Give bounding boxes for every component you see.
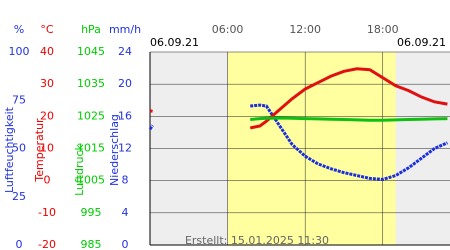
data-line [148,124,154,131]
y-tick-label: 0 [16,238,23,250]
y-tick-label: 0 [44,174,51,187]
data-line [250,116,448,122]
footer: Erstellt: 15.01.2025 11:30 [185,234,329,247]
data-line [249,67,448,130]
axis-unit: % [14,23,24,36]
y-tick-label: 995 [81,206,102,219]
y-tick-label: 985 [81,238,102,250]
y-tick-label: 20 [118,77,132,90]
y-tick-label: 1005 [77,174,105,187]
y-tick-label: 50 [12,142,26,155]
axis-title: Luftdruck [73,143,86,195]
y-tick-label: 1025 [77,109,105,122]
y-tick-label: 10 [40,142,54,155]
y-tick-label: 24 [118,45,132,58]
y-tick-label: 30 [40,77,54,90]
y-tick-label: 1035 [77,77,105,90]
y-tick-label: 25 [12,190,26,203]
y-tick-label: 1015 [77,142,105,155]
y-tick-label: 75 [12,93,26,106]
y-tick-label: 4 [122,206,129,219]
x-tick-label: 12:00 [289,23,321,36]
data-line [250,103,449,181]
y-tick-label: 40 [40,45,54,58]
y-tick-label: 0 [122,238,129,250]
y-tick-label: 12 [118,142,132,155]
y-tick-label: 1045 [77,45,105,58]
y-tick-label: 16 [118,109,132,122]
x-tick-label: 06:00 [212,23,244,36]
y-tick-label: -20 [38,238,56,250]
axis-title: Luftfeuchtigkeit [3,106,16,193]
axis-title: Temperatur [33,118,46,183]
x-tick-label: 18:00 [367,23,399,36]
axis-unit: hPa [81,23,101,36]
y-tick-label: -10 [38,206,56,219]
axis-unit: °C [40,23,54,36]
axis-unit: mm/h [109,23,141,36]
y-tick-label: 20 [40,109,54,122]
date-right: 06.09.21 [397,36,446,49]
y-tick-label: 8 [122,174,129,187]
axis-title: Niederschlag [108,114,121,186]
y-tick-label: 100 [9,45,30,58]
date-left: 06.09.21 [150,36,199,49]
